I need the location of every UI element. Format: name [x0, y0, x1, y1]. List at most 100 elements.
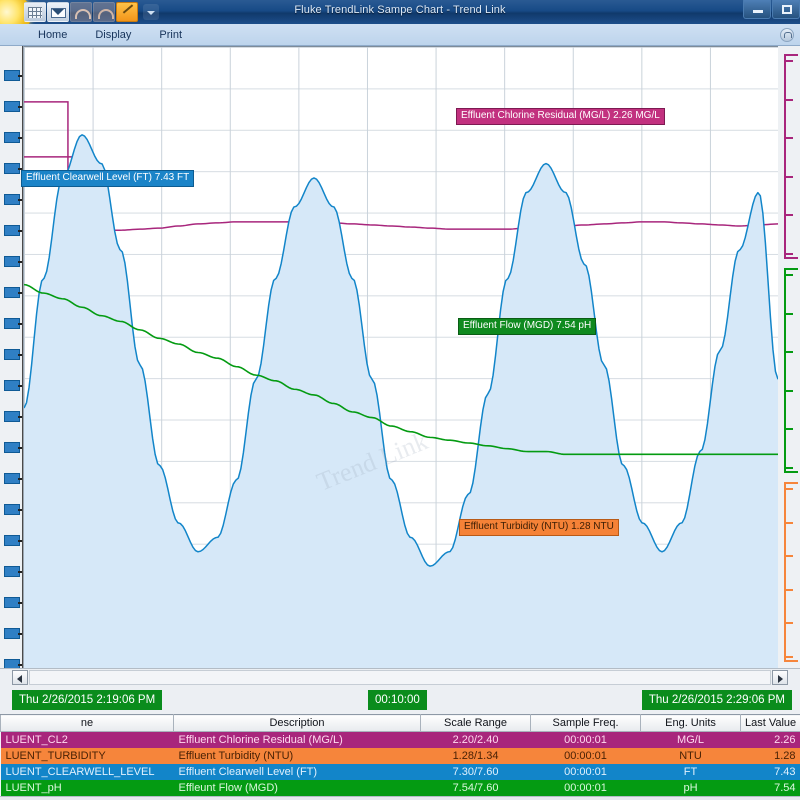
menu-item-print[interactable]: Print: [159, 29, 183, 41]
cell-sample-freq: 00:00:01: [530, 747, 641, 764]
left-ruler-tick-mark: [18, 385, 22, 387]
cell-scale-range: 7.54/7.60: [420, 779, 531, 796]
cell-sample-freq: 00:00:01: [530, 731, 641, 748]
right-ruler-tick-mark: [784, 428, 793, 431]
pencil-icon[interactable]: [116, 2, 138, 22]
cell-description: Effluent Chlorine Residual (MG/L): [173, 731, 421, 748]
left-ruler-tick-mark: [18, 106, 22, 108]
menu-item-display[interactable]: Display: [95, 29, 132, 41]
trace-effluent_ph: [24, 283, 778, 456]
left-ruler-tick-mark: [18, 354, 22, 356]
right-ruler-tick-mark: [784, 588, 793, 591]
table-row[interactable]: LUENT_pH Effleunt Flow (MGD) 7.54/7.60 0…: [0, 779, 800, 796]
minimize-button[interactable]: [743, 0, 771, 19]
left-ruler-tick-mark: [18, 137, 22, 139]
scroll-left-button[interactable]: [12, 670, 28, 685]
cell-eng-units: MG/L: [640, 731, 741, 748]
help-icon[interactable]: [780, 28, 794, 42]
trace-label-clearwell[interactable]: Effluent Clearwell Level (FT) 7.43 FT: [21, 170, 195, 187]
left-ruler-tick-mark: [18, 261, 22, 263]
redo-icon[interactable]: [93, 2, 115, 22]
left-ruler-tick-mark: [18, 602, 22, 604]
right-ruler-tick-mark: [784, 214, 793, 217]
cell-last-value: 1.28: [740, 747, 800, 764]
maximize-button[interactable]: [772, 0, 800, 19]
right-ruler-tick-mark: [784, 98, 793, 101]
trace-effluent_clearwell_level: [24, 134, 778, 567]
maximize-icon: [782, 5, 792, 14]
time-end-chip[interactable]: Thu 2/26/2015 2:29:06 PM: [641, 690, 792, 710]
envelope-icon[interactable]: [47, 2, 69, 22]
right-scale-axis[interactable]: [784, 268, 798, 473]
horizontal-scrollbar[interactable]: [0, 668, 800, 686]
right-ruler-tick-mark: [784, 656, 793, 658]
column-header-name[interactable]: ne: [0, 714, 174, 732]
cell-description: Effluent Clearwell Level (FT): [173, 763, 421, 780]
trend-traces: [24, 101, 778, 668]
table-row[interactable]: LUENT_CLEARWELL_LEVEL Effluent Clearwell…: [0, 763, 800, 780]
cell-scale-range: 2.20/2.40: [420, 731, 531, 748]
time-bar: Thu 2/26/2015 2:19:06 PM 00:10:00 Thu 2/…: [0, 686, 800, 714]
cell-name: LUENT_CL2: [0, 731, 174, 748]
column-header-description[interactable]: Description: [173, 714, 421, 732]
left-ruler-tick-mark: [18, 416, 22, 418]
cell-description: Effluent Turbidity (NTU): [173, 747, 421, 764]
column-header-last-value[interactable]: Last Value: [740, 714, 800, 732]
table-row[interactable]: LUENT_CL2 Effluent Chlorine Residual (MG…: [0, 731, 800, 748]
pen-table: ne Description Scale Range Sample Freq. …: [0, 714, 800, 800]
left-ruler-tick-mark: [18, 447, 22, 449]
left-ruler-tick-mark: [18, 571, 22, 573]
right-scale-ruler[interactable]: [777, 46, 800, 668]
left-ruler-tick-mark: [18, 75, 22, 77]
left-ruler-tick-mark: [18, 230, 22, 232]
window-title: Fluke TrendLink Sampe Chart - Trend Link: [294, 4, 506, 16]
cell-eng-units: pH: [640, 779, 741, 796]
undo-icon[interactable]: [70, 2, 92, 22]
trace-label-flow[interactable]: Effluent Flow (MGD) 7.54 pH: [458, 318, 597, 335]
left-ruler-tick-mark: [18, 540, 22, 542]
left-ruler-tick-mark: [18, 199, 22, 201]
trace-label-chlorine[interactable]: Effluent Chlorine Residual (MG/L) 2.26 M…: [456, 108, 665, 125]
column-header-scale-range[interactable]: Scale Range: [420, 714, 531, 732]
column-header-sample-freq[interactable]: Sample Freq.: [530, 714, 641, 732]
title-bar: Fluke TrendLink Sampe Chart - Trend Link: [0, 0, 800, 24]
right-ruler-tick-mark: [784, 351, 793, 354]
table-header-row: ne Description Scale Range Sample Freq. …: [0, 714, 800, 732]
right-ruler-tick-mark: [784, 622, 793, 625]
trace-effluent_cl2: [24, 156, 778, 231]
scroll-track[interactable]: [29, 670, 771, 685]
cell-name: LUENT_CLEARWELL_LEVEL: [0, 763, 174, 780]
time-start-chip[interactable]: Thu 2/26/2015 2:19:06 PM: [12, 690, 163, 710]
cell-scale-range: 7.30/7.60: [420, 763, 531, 780]
table-row[interactable]: LUENT_TURBIDITY Effluent Turbidity (NTU)…: [0, 747, 800, 764]
right-ruler-tick-mark: [784, 389, 793, 392]
cell-eng-units: FT: [640, 763, 741, 780]
chevron-down-icon[interactable]: [143, 4, 159, 20]
grid-icon[interactable]: [24, 2, 46, 22]
left-ruler-tick-mark: [18, 323, 22, 325]
trace-label-turbidity[interactable]: Effluent Turbidity (NTU) 1.28 NTU: [459, 519, 619, 536]
column-header-eng-units[interactable]: Eng. Units: [640, 714, 741, 732]
cell-description: Effleunt Flow (MGD): [173, 779, 421, 796]
menu-item-home[interactable]: Home: [38, 29, 68, 41]
left-scale-tick[interactable]: [4, 659, 20, 668]
cell-sample-freq: 00:00:01: [530, 763, 641, 780]
scroll-right-button[interactable]: [772, 670, 788, 685]
window-controls: [742, 0, 800, 19]
left-scale-ruler[interactable]: [0, 46, 23, 668]
left-ruler-tick-mark: [18, 509, 22, 511]
cell-scale-range: 1.28/1.34: [420, 747, 531, 764]
plot-canvas[interactable]: Trend Link: [23, 46, 778, 668]
cell-sample-freq: 00:00:01: [530, 779, 641, 796]
left-ruler-tick-mark: [18, 168, 22, 170]
right-scale-axis[interactable]: [784, 482, 798, 662]
cell-name: LUENT_TURBIDITY: [0, 747, 174, 764]
right-scale-axis[interactable]: [784, 54, 798, 259]
right-ruler-tick-mark: [784, 521, 793, 524]
left-ruler-tick-mark: [18, 664, 22, 666]
right-ruler-tick-mark: [784, 175, 793, 178]
time-span-chip[interactable]: 00:10:00: [368, 690, 427, 710]
cell-name: LUENT_pH: [0, 779, 174, 796]
right-ruler-tick-mark: [784, 555, 793, 558]
right-ruler-tick-mark: [784, 467, 793, 469]
